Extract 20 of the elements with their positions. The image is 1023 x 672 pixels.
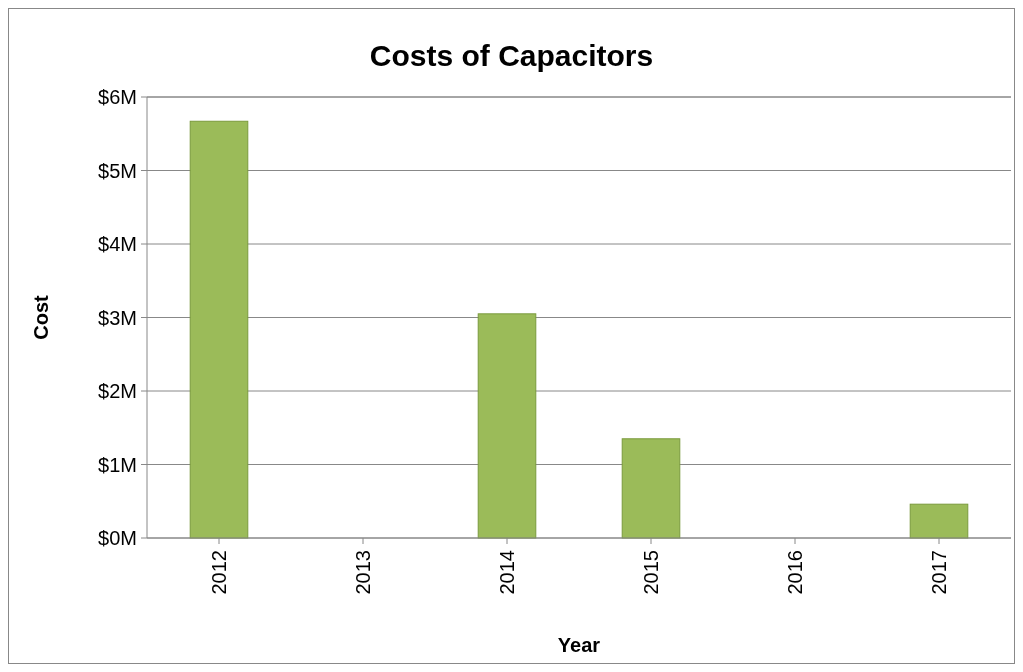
y-tick-label: $4M bbox=[98, 233, 137, 255]
y-tick-label: $2M bbox=[98, 380, 137, 402]
x-tick-label: 2017 bbox=[928, 550, 950, 595]
bar bbox=[621, 438, 681, 539]
bar bbox=[477, 313, 537, 539]
x-tick-label: 2016 bbox=[784, 550, 806, 595]
y-tick-label: $6M bbox=[98, 86, 137, 108]
y-tick-label: $5M bbox=[98, 159, 137, 182]
chart-title: Costs of Capacitors bbox=[369, 39, 654, 72]
x-axis-title: Year bbox=[557, 634, 601, 656]
y-tick-label: $1M bbox=[98, 453, 137, 476]
y-tick-label: $3M bbox=[98, 306, 137, 329]
x-tick-label: 2014 bbox=[496, 550, 518, 595]
x-tick-label: 2015 bbox=[640, 550, 662, 595]
y-axis-title: Cost bbox=[30, 294, 52, 340]
y-tick-label: $0M bbox=[98, 527, 137, 549]
x-tick-label: 2013 bbox=[352, 550, 374, 595]
bar bbox=[909, 503, 969, 539]
bar bbox=[189, 120, 249, 539]
x-tick-label: 2012 bbox=[208, 550, 230, 595]
